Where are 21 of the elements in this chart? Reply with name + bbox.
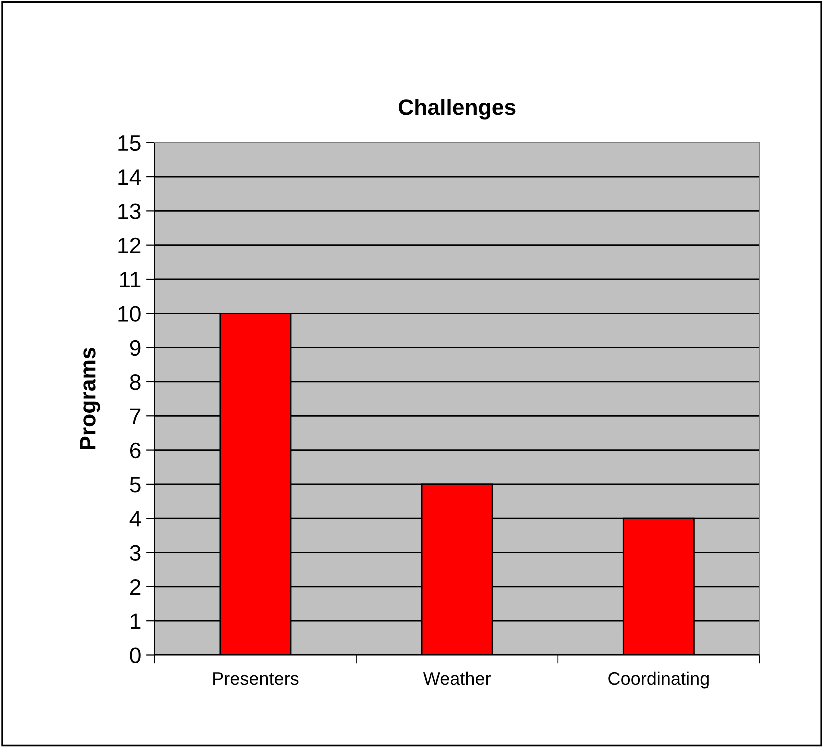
y-tick-label: 11 (120, 272, 141, 288)
x-tick-label: Presenters (214, 672, 299, 686)
y-tick-label: 7 (130, 408, 141, 424)
y-tick-label: 6 (130, 442, 141, 459)
y-tick-label: 8 (130, 374, 141, 390)
y-tick-label: 9 (130, 340, 141, 356)
y-tick-label: 4 (130, 511, 142, 527)
y-tick-label: 10 (118, 306, 141, 322)
y-tick-label: 1 (131, 614, 141, 630)
x-tick-label: Coordinating (608, 672, 709, 689)
y-tick-label: 12 (118, 238, 141, 254)
x-tick-label: Weather (423, 672, 491, 686)
chart-title: Challenges (398, 98, 516, 120)
y-tick-label: 0 (130, 648, 141, 664)
y-tick-label: 2 (130, 579, 141, 595)
y-tick-label: 5 (130, 477, 141, 493)
y-tick-label: 15 (118, 136, 141, 152)
y-tick-label: 13 (118, 204, 141, 220)
y-axis-title: Programs (80, 348, 100, 450)
y-tick-label: 14 (118, 170, 142, 186)
y-tick-label: 3 (130, 545, 141, 562)
